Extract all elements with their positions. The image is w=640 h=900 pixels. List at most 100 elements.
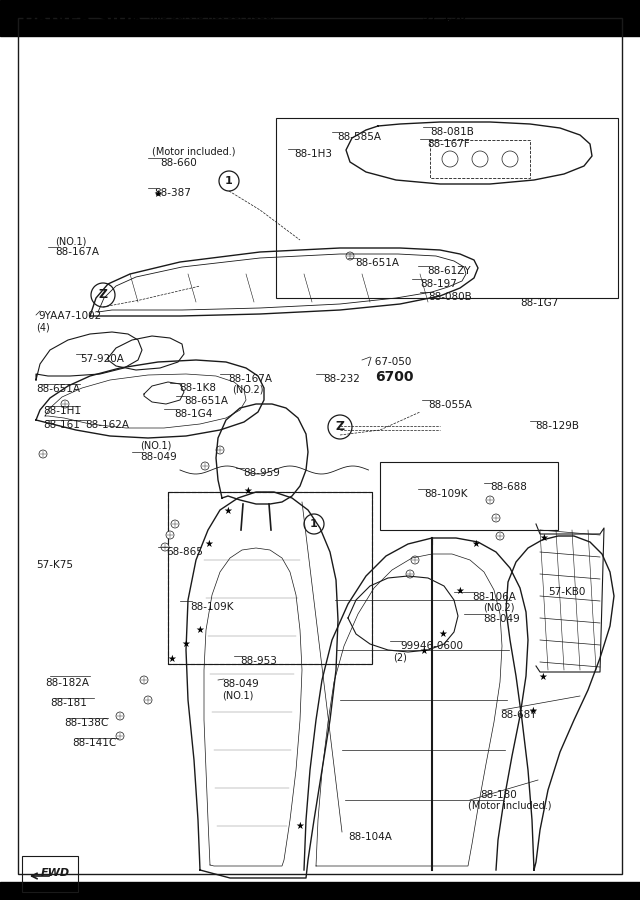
Text: 88-049: 88-049 bbox=[140, 452, 177, 462]
Text: 88-651A: 88-651A bbox=[36, 384, 80, 394]
Text: 88-141C: 88-141C bbox=[72, 738, 116, 748]
Text: 1: 1 bbox=[310, 519, 318, 529]
Text: ★: ★ bbox=[456, 586, 465, 596]
Circle shape bbox=[411, 556, 419, 564]
Circle shape bbox=[492, 514, 500, 522]
Text: ★: ★ bbox=[223, 506, 232, 516]
Bar bbox=[22, 856, 78, 892]
Text: ★: ★ bbox=[205, 539, 213, 549]
Text: ★: ★ bbox=[420, 646, 428, 656]
Text: 88-1G4: 88-1G4 bbox=[174, 409, 212, 419]
Text: 88-104A: 88-104A bbox=[348, 832, 392, 842]
Bar bbox=[0, 886, 640, 900]
Circle shape bbox=[39, 450, 47, 458]
Bar bbox=[0, 882, 640, 900]
Text: 88-585A: 88-585A bbox=[337, 132, 381, 142]
Text: 88-161: 88-161 bbox=[43, 420, 80, 430]
Text: (STS-LEATHER A): (STS-LEATHER A) bbox=[22, 26, 116, 36]
Text: 88-61ZY: 88-61ZY bbox=[427, 266, 470, 276]
Text: (NO.1): (NO.1) bbox=[140, 441, 172, 451]
Text: (Motor included.): (Motor included.) bbox=[468, 800, 552, 810]
Text: 88-167A: 88-167A bbox=[228, 374, 272, 384]
Circle shape bbox=[346, 252, 354, 260]
Text: 68-865: 68-865 bbox=[166, 547, 203, 557]
Text: This part is not serviced.: This part is not serviced. bbox=[146, 11, 275, 21]
Circle shape bbox=[61, 400, 69, 408]
Text: 6700: 6700 bbox=[375, 370, 413, 384]
Text: ★: ★ bbox=[168, 654, 177, 664]
Text: / 67-050: / 67-050 bbox=[368, 357, 412, 367]
Text: ★: ★ bbox=[196, 625, 204, 635]
Circle shape bbox=[486, 496, 494, 504]
Text: 88-109K: 88-109K bbox=[424, 489, 467, 499]
Text: (Motor included.): (Motor included.) bbox=[152, 147, 236, 157]
Circle shape bbox=[116, 712, 124, 720]
Text: 88-959: 88-959 bbox=[243, 468, 280, 478]
Text: 88-660: 88-660 bbox=[160, 158, 196, 168]
Text: (NO.2): (NO.2) bbox=[483, 603, 515, 613]
Bar bbox=[276, 118, 618, 298]
Text: 88-049: 88-049 bbox=[222, 679, 259, 689]
Text: Z: Z bbox=[335, 420, 344, 434]
Circle shape bbox=[161, 543, 169, 551]
Text: (NO.1): (NO.1) bbox=[222, 690, 253, 700]
Text: DRIVER SIDE: DRIVER SIDE bbox=[22, 10, 141, 28]
Text: 88-181: 88-181 bbox=[50, 698, 87, 708]
Text: 88-182A: 88-182A bbox=[45, 678, 89, 688]
Text: 88-1K8: 88-1K8 bbox=[179, 383, 216, 393]
Text: 88-1G7: 88-1G7 bbox=[520, 298, 558, 308]
Text: 57-150: 57-150 bbox=[422, 10, 467, 23]
Bar bbox=[430, 140, 530, 178]
Circle shape bbox=[496, 532, 504, 540]
Circle shape bbox=[216, 446, 224, 454]
Text: ★: ★ bbox=[244, 486, 252, 496]
Text: FWD: FWD bbox=[40, 868, 70, 878]
Circle shape bbox=[144, 696, 152, 704]
Text: 88-138C: 88-138C bbox=[64, 718, 108, 728]
Text: 88-232: 88-232 bbox=[323, 374, 360, 384]
Text: 88-129B: 88-129B bbox=[535, 421, 579, 431]
Text: (2): (2) bbox=[393, 652, 407, 662]
Circle shape bbox=[116, 732, 124, 740]
Text: 88-651A: 88-651A bbox=[355, 258, 399, 268]
Text: (4): (4) bbox=[36, 322, 50, 332]
Text: 88-180: 88-180 bbox=[480, 790, 516, 800]
Text: 57-KB0: 57-KB0 bbox=[548, 587, 586, 597]
Text: 88-1H1: 88-1H1 bbox=[43, 406, 81, 416]
Text: 88-162A: 88-162A bbox=[85, 420, 129, 430]
Text: 88-049: 88-049 bbox=[483, 614, 520, 624]
Text: 9YAA7-1002: 9YAA7-1002 bbox=[38, 311, 101, 321]
Text: 88-197: 88-197 bbox=[420, 279, 457, 289]
Text: 1: 1 bbox=[225, 176, 233, 186]
Circle shape bbox=[140, 676, 148, 684]
Text: ★: ★ bbox=[438, 629, 447, 639]
Text: 88-167F: 88-167F bbox=[427, 139, 470, 149]
Text: 88-167A: 88-167A bbox=[55, 247, 99, 257]
Bar bbox=[168, 492, 372, 664]
Text: 88-1H3: 88-1H3 bbox=[294, 149, 332, 159]
Text: 88-080B: 88-080B bbox=[428, 292, 472, 302]
Text: 99946-0600: 99946-0600 bbox=[400, 641, 463, 651]
Text: ★: ★ bbox=[154, 189, 163, 199]
Circle shape bbox=[406, 570, 414, 578]
Text: 88-953: 88-953 bbox=[240, 656, 277, 666]
Text: Z: Z bbox=[99, 289, 108, 302]
Text: (NO.1): (NO.1) bbox=[55, 236, 86, 246]
Bar bbox=[380, 462, 558, 530]
Text: ★: ★ bbox=[130, 10, 143, 24]
Text: 88-081B: 88-081B bbox=[430, 127, 474, 137]
Circle shape bbox=[201, 462, 209, 470]
Circle shape bbox=[166, 531, 174, 539]
Text: 57-920A: 57-920A bbox=[80, 354, 124, 364]
Text: 88-688: 88-688 bbox=[490, 482, 527, 492]
Text: (NO.2): (NO.2) bbox=[232, 385, 264, 395]
Circle shape bbox=[171, 520, 179, 528]
Text: ★: ★ bbox=[182, 639, 190, 649]
Text: 88-68Y: 88-68Y bbox=[500, 710, 536, 720]
Text: 88-055A: 88-055A bbox=[428, 400, 472, 410]
Text: ★: ★ bbox=[540, 533, 548, 543]
Text: ★: ★ bbox=[472, 539, 481, 549]
Bar bbox=[0, 0, 640, 36]
Text: ★: ★ bbox=[296, 821, 305, 831]
Text: 88-106A: 88-106A bbox=[472, 592, 516, 602]
